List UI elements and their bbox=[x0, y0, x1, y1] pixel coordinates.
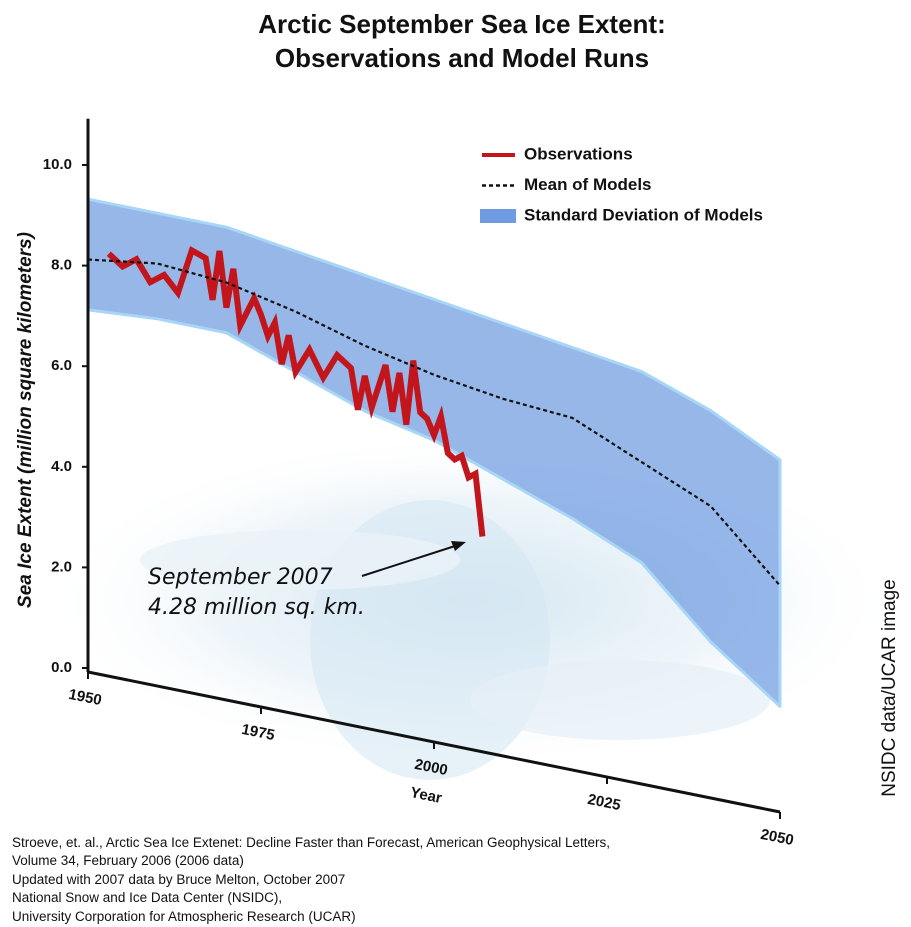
y-tick-label: 4.0 bbox=[51, 458, 72, 475]
y-tick-label: 2.0 bbox=[51, 558, 72, 575]
chart-title: Arctic September Sea Ice Extent: bbox=[258, 9, 666, 39]
x-tick-label: 1950 bbox=[67, 686, 103, 709]
legend-label: Standard Deviation of Models bbox=[524, 205, 763, 224]
legend-swatch bbox=[480, 209, 516, 223]
legend: Observations Mean of Models Standard Devia… bbox=[480, 144, 763, 224]
source-text: University Corporation for Atmospheric R… bbox=[12, 909, 356, 924]
annotation: September 2007 bbox=[148, 565, 333, 590]
y-tick-label: 8.0 bbox=[51, 257, 72, 274]
y-tick-label: 10.0 bbox=[43, 156, 72, 173]
y-tick-label: 0.0 bbox=[51, 659, 72, 676]
legend-label: Mean of Models bbox=[524, 175, 652, 194]
source-text: Updated with 2007 data by Bruce Melton, … bbox=[12, 872, 345, 887]
x-tick-label: 2050 bbox=[759, 826, 795, 849]
source-text: National Snow and Ice Data Center (NSIDC… bbox=[12, 890, 282, 905]
x-axis-label: Year bbox=[409, 784, 444, 807]
annotation: 4.28 million sq. km. bbox=[148, 595, 365, 620]
x-tick-label: 2025 bbox=[586, 791, 622, 814]
y-axis-label: Sea Ice Extent (million square kilometer… bbox=[15, 232, 36, 608]
chart-title: Observations and Model Runs bbox=[275, 43, 649, 73]
source-text: Volume 34, February 2006 (2006 data) bbox=[12, 853, 244, 868]
credit: NSIDC data/UCAR image bbox=[879, 579, 900, 797]
y-tick-label: 6.0 bbox=[51, 357, 72, 374]
chart: Arctic September Sea Ice Extent: Observa… bbox=[0, 0, 911, 927]
legend-label: Observations bbox=[524, 144, 633, 163]
source-text: Stroeve, et. al., Arctic Sea Ice Extenet… bbox=[12, 835, 610, 850]
